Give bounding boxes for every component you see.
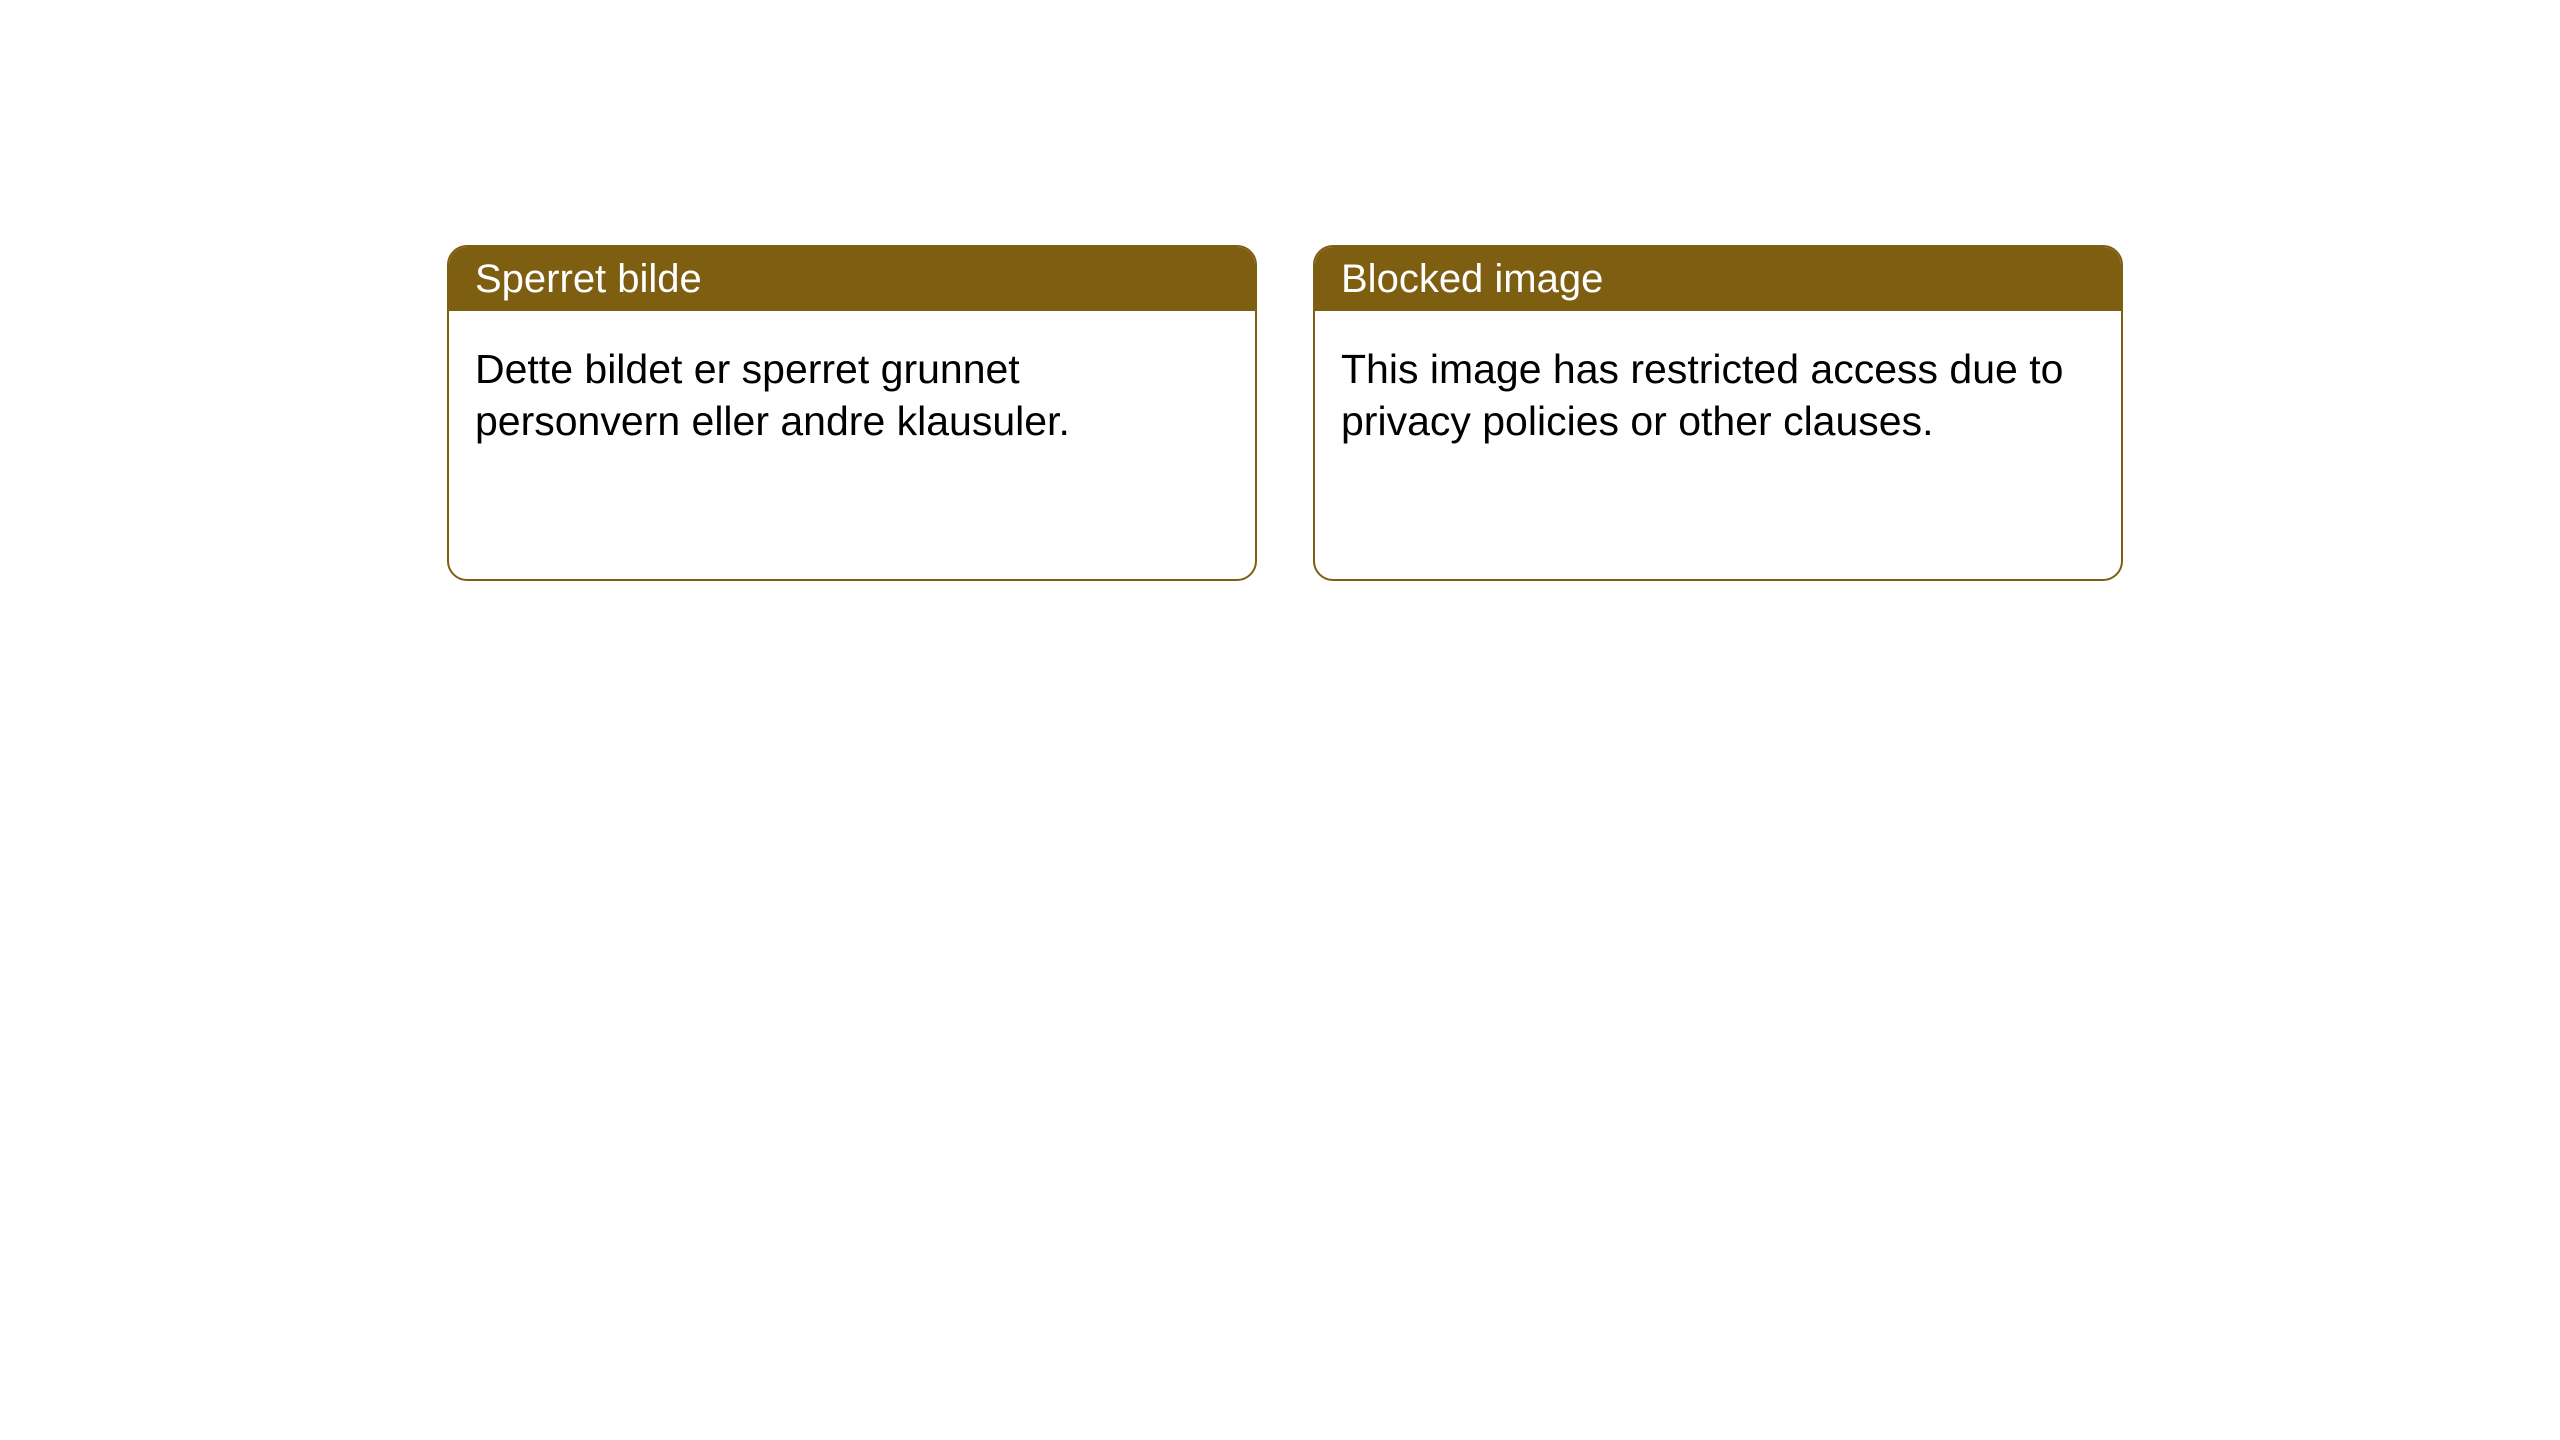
notice-card-norwegian: Sperret bilde Dette bildet er sperret gr… <box>447 245 1257 581</box>
notice-body-norwegian: Dette bildet er sperret grunnet personve… <box>449 311 1255 480</box>
notice-header-english: Blocked image <box>1315 247 2121 311</box>
notice-header-norwegian: Sperret bilde <box>449 247 1255 311</box>
notice-body-english: This image has restricted access due to … <box>1315 311 2121 480</box>
notice-container: Sperret bilde Dette bildet er sperret gr… <box>0 0 2560 581</box>
notice-card-english: Blocked image This image has restricted … <box>1313 245 2123 581</box>
